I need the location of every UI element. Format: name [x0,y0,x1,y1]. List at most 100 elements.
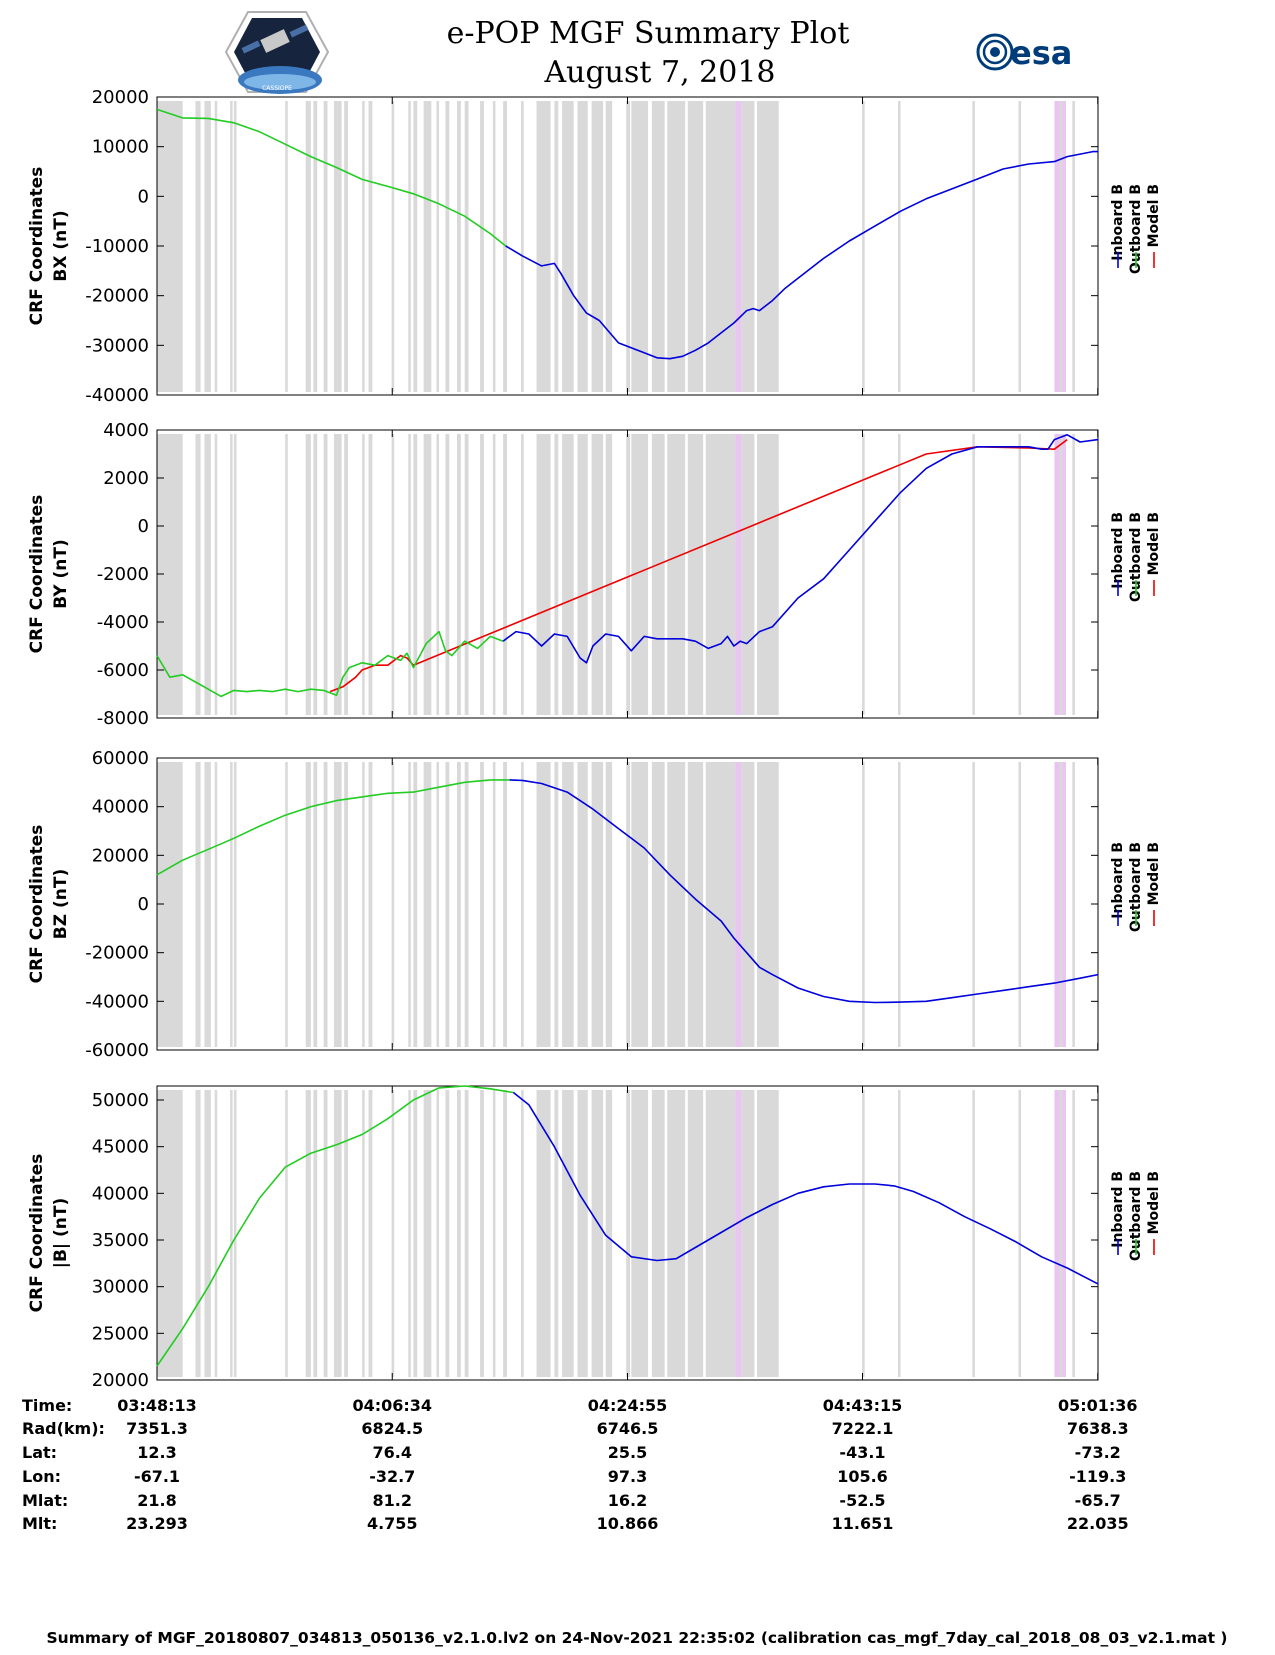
esa-logo: esa [976,33,1072,72]
shade-band [503,1090,507,1377]
series-line-inboard-b [512,1091,1099,1285]
y-tick-label: 0 [138,186,149,207]
shade-band [554,1090,559,1377]
orbit-cell: 6746.5 [597,1419,659,1438]
orbit-cell: 04:06:34 [352,1396,432,1415]
orbit-cell: 105.6 [837,1467,888,1486]
shade-band [667,762,686,1047]
shade-band [391,434,395,715]
shade-band [651,1090,665,1377]
series-line-outboard-b [156,1085,514,1367]
shade-band [464,1090,469,1377]
shade-band [577,434,588,715]
shade-band [591,1090,604,1377]
shade-band [285,762,288,1047]
shade-band [230,1090,233,1377]
y-tick-label: 20000 [92,845,149,866]
shade-band [741,1090,755,1377]
shade-band [423,101,432,392]
orbit-table: Time: Rad(km): Lat: Lon: Mlat: Mlt: 03:48:13 73… [22,1396,1138,1533]
orbit-cell: 22.035 [1067,1514,1129,1533]
shade-band [741,434,755,715]
shade-band [1072,762,1075,1047]
flag-band [735,101,742,392]
orbit-cell: -32.7 [369,1467,415,1486]
shade-band [536,434,551,715]
shade-band [333,762,342,1047]
y-tick-label: -10000 [85,236,149,257]
shade-band [445,101,450,392]
shade-band [305,101,311,392]
orbit-row-label: Lat: [22,1443,57,1462]
y-tick-label: -40000 [85,385,149,406]
shade-band [344,1090,349,1377]
shade-band [368,762,373,1047]
shade-band [305,1090,311,1377]
shade-band [521,1090,524,1377]
shade-band [285,434,288,715]
series-line-outboard-b [156,779,510,876]
shade-band [464,101,469,392]
shade-band [413,1090,418,1377]
panel-4: 50000 45000 40000 35000 30000 25000 20000 CRF C… [27,1085,1162,1391]
shade-band [605,762,613,1047]
orbit-cell: 21.8 [137,1491,176,1510]
shade-band [195,434,201,715]
shade-band [554,762,559,1047]
shade-band [423,1090,432,1377]
shade-band [456,101,461,392]
flag-band [735,434,742,715]
y-tick-label: -4000 [97,612,149,633]
shade-band [233,434,237,715]
shade-band [577,1090,588,1377]
orbit-cell: 04:43:15 [823,1396,903,1415]
orbit-cell: -73.2 [1075,1443,1121,1462]
series-line-inboard-b [509,779,1099,1004]
legend-label: Outboard B [1128,1171,1144,1261]
shade-band [667,434,686,715]
shade-band [233,762,237,1047]
shade-band [554,101,559,392]
shade-band [898,434,901,715]
shade-band [204,434,211,715]
shade-band [313,762,318,1047]
y-tick-label: -8000 [97,708,149,729]
legend-label: Outboard B [1128,184,1144,274]
shade-band [480,434,484,715]
shade-band [456,434,461,715]
shade-band [313,434,318,715]
y-tick-label: 60000 [92,748,149,769]
orbit-row-label: Mlat: [22,1491,68,1510]
orbit-cell: 25.5 [608,1443,647,1462]
orbit-cell: 23.293 [126,1514,188,1533]
shade-band [1018,762,1022,1047]
legend-label: Inboard B [1110,184,1126,261]
y-tick-label: -40000 [85,991,149,1012]
panel-3: 60000 40000 20000 0 -20000 -40000 -60000 CRF Co… [27,748,1162,1061]
legend-label: Model B [1146,1171,1162,1234]
flag-band [1054,434,1060,715]
shade-band [436,101,440,392]
shade-band [521,101,524,392]
shade-band [436,1090,440,1377]
shade-band [333,434,342,715]
footer-caption: Summary of MGF_20180807_034813_050136_v2… [47,1629,1228,1647]
shade-band [408,101,411,392]
shade-band [1072,434,1075,715]
series-line-outboard-b [156,108,507,247]
shade-band [605,101,613,392]
y-tick-label: 4000 [103,420,149,441]
series-line-inboard-b [505,150,1098,360]
orbit-cell: 7351.3 [126,1419,188,1438]
shade-band [492,762,496,1047]
y-tick-label: 0 [138,894,149,915]
shade-band [230,762,233,1047]
shade-band [631,434,649,715]
shade-band [1072,1090,1075,1377]
header: CASSIOPE e-POP MGF Summary Plot August 7… [224,11,1072,94]
shade-band [651,434,665,715]
flag-band [1062,101,1066,392]
shade-band [436,762,440,1047]
orbit-cell: 81.2 [373,1491,412,1510]
